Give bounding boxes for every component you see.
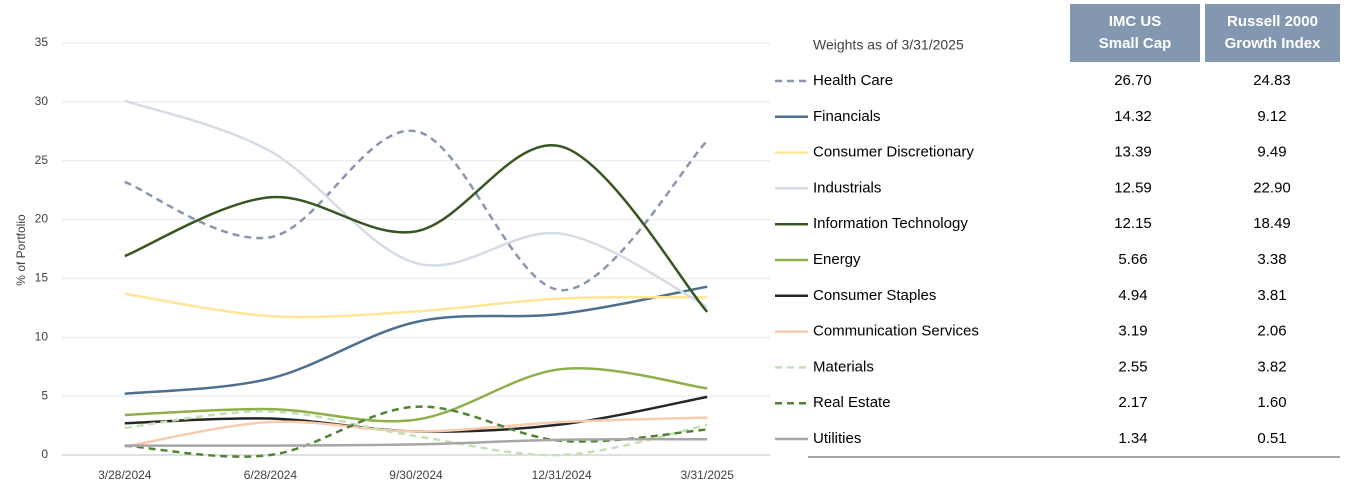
table-cell: 26.70 [1114,72,1152,89]
table-cell: 9.49 [1257,144,1286,161]
table-cell: 1.60 [1257,394,1286,411]
y-tick-label: 25 [35,153,49,167]
table-cell: 24.83 [1253,72,1291,89]
y-tick-label: 20 [35,212,49,226]
table-cell: 12.59 [1114,179,1152,196]
y-tick-label: 0 [41,447,48,461]
legend-label: Utilities [813,430,861,447]
legend-label: Consumer Staples [813,287,936,304]
table-cell: 3.19 [1118,323,1147,340]
table-cell: 3.38 [1257,251,1286,268]
series-line [124,285,708,396]
y-tick-label: 5 [41,388,48,402]
table-cell: 18.49 [1253,215,1291,232]
series-line [124,129,709,292]
legend-label: Materials [813,358,874,375]
legend-label: Communication Services [813,323,979,340]
x-tick-label: 9/30/2024 [389,468,443,482]
legend-label: Consumer Discretionary [813,144,974,161]
table-title: Weights as of 3/31/2025 [813,37,964,53]
table-cell: 2.55 [1118,358,1147,375]
table-cell: 2.17 [1118,394,1147,411]
table-cell: 3.81 [1257,287,1286,304]
x-tick-label: 12/31/2024 [532,468,592,482]
x-tick-label: 6/28/2024 [244,468,298,482]
table-cell: 4.94 [1118,287,1147,304]
table-cell: 12.15 [1114,215,1152,232]
column-header: IMC US Small Cap [1070,4,1200,62]
legend-label: Financials [813,108,881,125]
x-tick-label: 3/28/2024 [98,468,152,482]
series-line [124,367,708,423]
table-cell: 0.51 [1257,430,1286,447]
series-line [124,437,708,447]
legend-label: Industrials [813,179,881,196]
table-cell: 9.12 [1257,108,1286,125]
y-tick-label: 35 [35,35,49,49]
series-line [124,99,708,308]
legend-label: Energy [813,251,861,268]
y-tick-label: 15 [35,271,49,285]
table-cell: 2.06 [1257,323,1286,340]
series-line [124,405,708,458]
table-cell: 14.32 [1114,108,1152,125]
y-tick-label: 10 [35,329,49,343]
table-cell: 22.90 [1253,179,1291,196]
series-line [124,416,708,448]
x-tick-label: 3/31/2025 [681,468,735,482]
series-line [124,410,708,457]
series-line [124,143,709,313]
table-cell: 5.66 [1118,251,1147,268]
legend-label: Information Technology [813,215,968,232]
y-tick-label: 30 [35,94,49,108]
table-cell: 13.39 [1114,144,1152,161]
table-cell: 1.34 [1118,430,1147,447]
legend-label: Real Estate [813,394,891,411]
table-cell: 3.82 [1257,358,1286,375]
column-header: Russell 2000 Growth Index [1205,4,1340,62]
y-axis-label: % of Portfolio [14,214,28,286]
series-line [124,292,708,319]
legend-label: Health Care [813,72,893,89]
